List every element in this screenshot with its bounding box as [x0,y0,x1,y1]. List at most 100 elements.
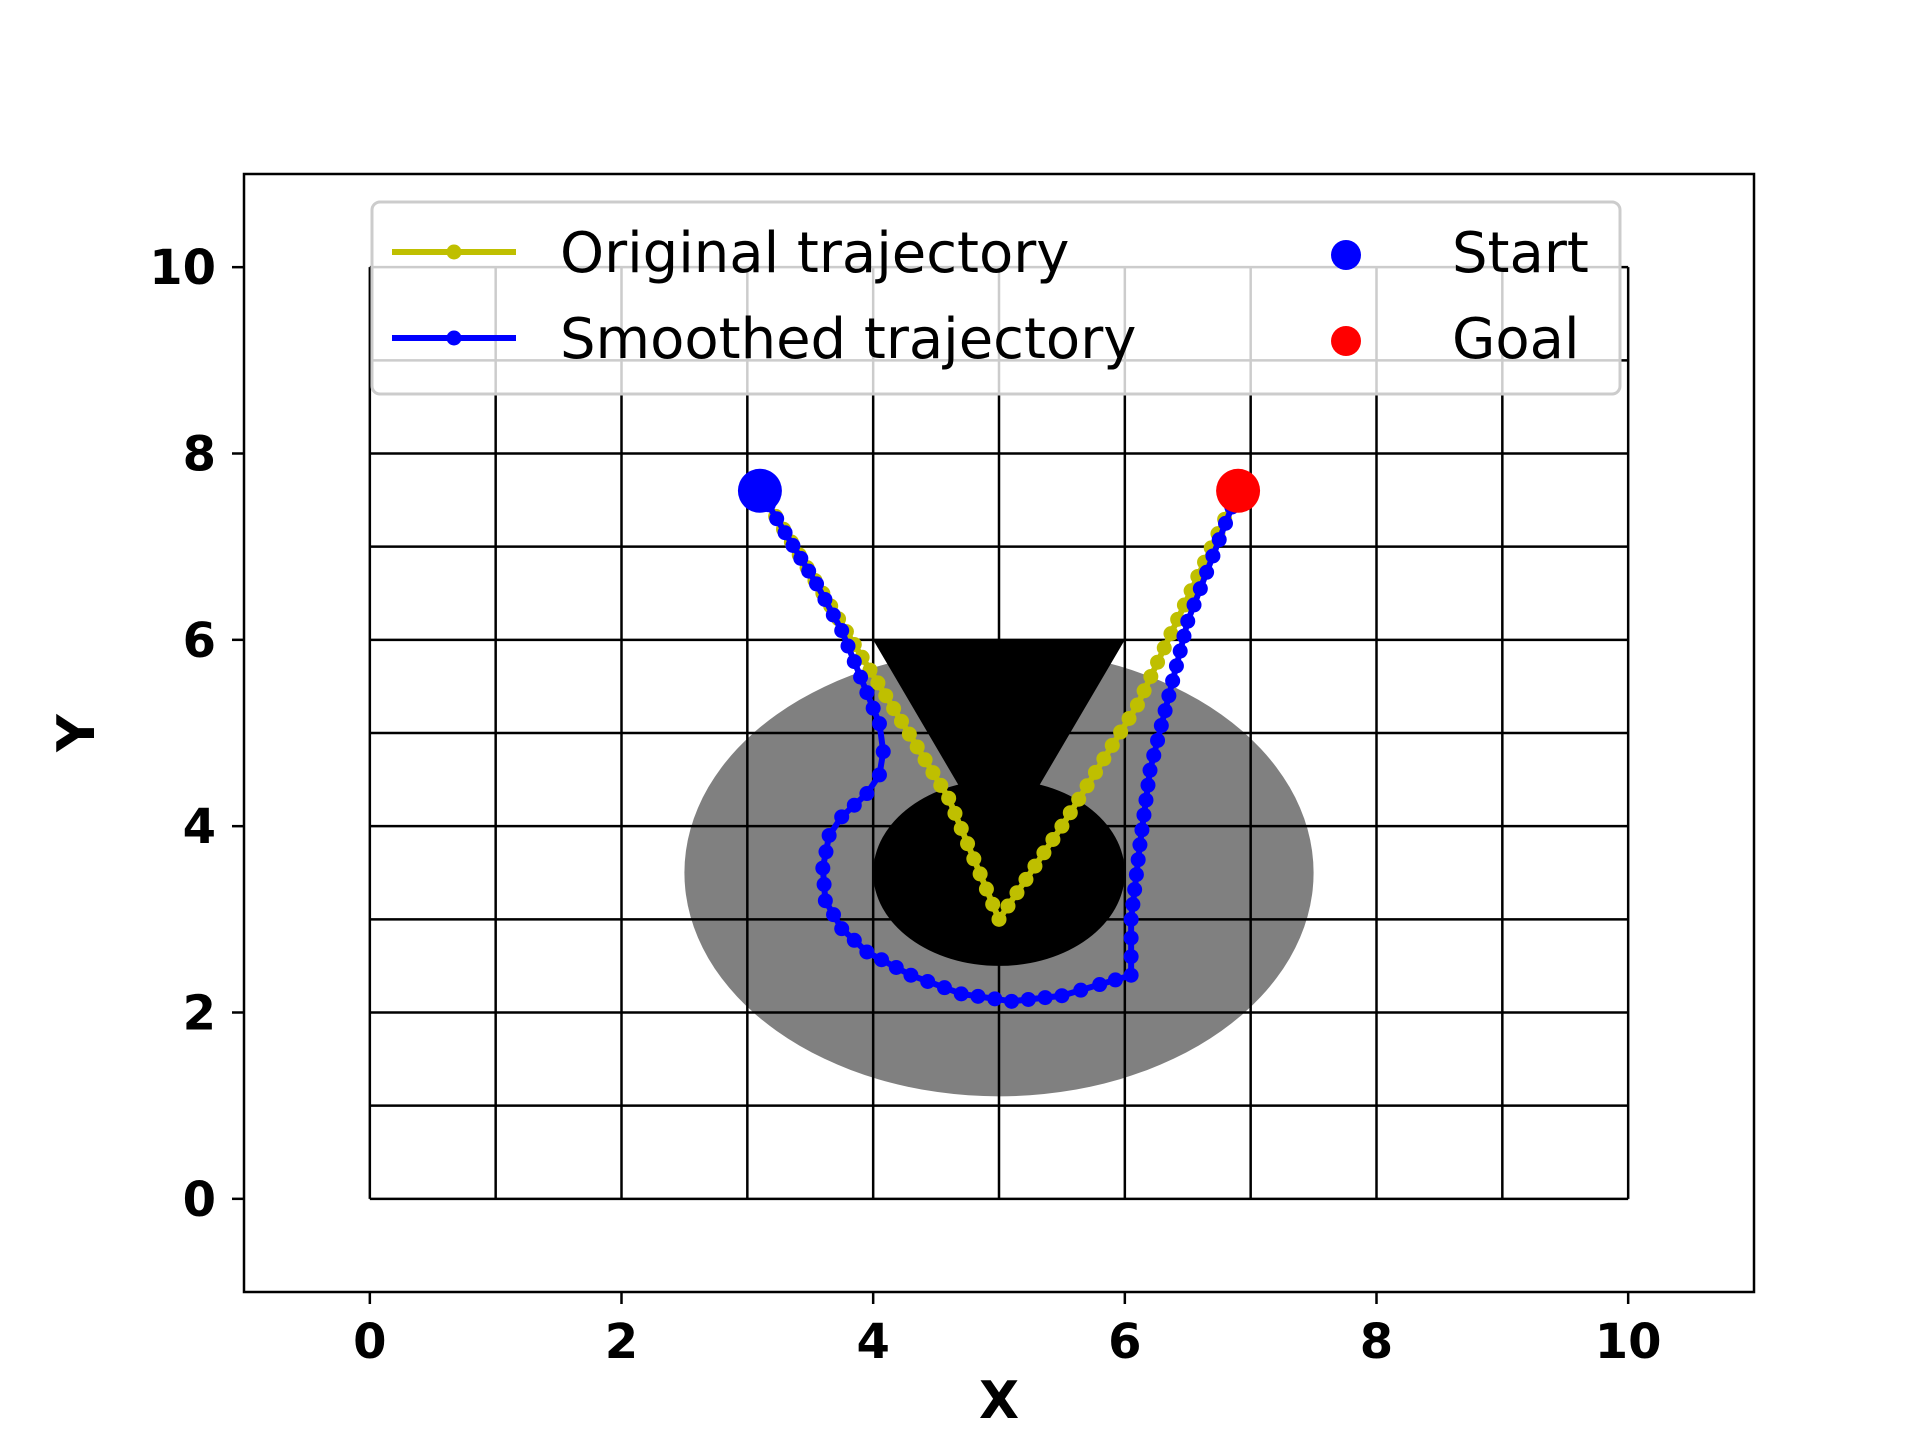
smoothed-trajectory-point-10-1 [818,844,834,860]
legend-swatch-dot-smoothed-trajectory [446,330,462,346]
x-tick-label-2: 2 [605,1314,638,1370]
y-tick-label-0: 0 [183,1172,216,1228]
smoothed-trajectory-point-1-1 [785,538,801,554]
x-tick-label-6: 6 [1108,1314,1141,1370]
x-tick-label-4: 4 [856,1314,889,1370]
smoothed-trajectory-point-23-1 [1146,747,1162,763]
original-trajectory-point-5-4 [1087,764,1103,780]
smoothed-trajectory-point-16-1 [970,988,986,1004]
smoothed-trajectory-point-0-2 [769,511,785,527]
smoothed-trajectory-point-23-3 [1153,718,1169,734]
smoothed-trajectory-point-22-1 [1134,822,1150,838]
smoothed-trajectory-point-13-1 [846,932,862,948]
smoothed-trajectory-point-25-1 [1186,597,1202,613]
original-trajectory-point-2-7 [933,777,949,793]
original-trajectory-point-2-1 [886,701,902,717]
plot-frame [242,172,1756,1294]
smoothed-trajectory-point-4-2 [865,700,881,716]
smoothed-trajectory-point-8 [859,786,875,802]
smoothed-trajectory-point-9 [834,809,850,825]
original-trajectory-point-5-7 [1113,724,1129,740]
smoothed-trajectory-point-26-2 [1218,515,1233,531]
smoothed-trajectory-point-18-1 [1073,982,1089,998]
smoothed-trajectory-point-24 [1161,688,1177,704]
original-trajectory-point-2-2 [893,713,909,729]
smoothed-trajectory-point-22-2 [1136,807,1152,823]
original-trajectory-point-1-7 [870,675,886,691]
legend-label-original-trajectory: Original trajectory [560,221,1069,286]
original-trajectory-point-5-6 [1104,737,1120,753]
smoothed-trajectory-point-23-4 [1157,703,1173,719]
smoothed-trajectory-point-21-4 [1130,852,1146,868]
start-marker [737,468,782,513]
smoothed-trajectory-point-25 [1180,613,1196,629]
endpoint-layer [737,468,1261,513]
original-trajectory-point-2 [878,688,894,704]
smoothed-trajectory-point-25-2 [1192,581,1208,597]
smoothed-trajectory-point-21-1 [1125,896,1141,912]
original-trajectory-point-3-7 [985,896,1001,912]
smoothed-trajectory-point-4 [853,669,869,685]
smoothed-trajectory-point-22-4 [1140,777,1156,793]
original-trajectory-point-6-2 [1143,668,1159,684]
smoothed-trajectory-point-17-2 [1037,990,1053,1006]
smoothed-trajectory-point-8-1 [846,797,862,813]
smoothed-trajectory-point-23 [1142,762,1158,778]
original-trajectory-point-3-5 [972,866,988,882]
smoothed-trajectory-point-11 [815,860,831,876]
original-trajectory-point-3-1 [947,805,963,821]
smoothed-trajectory-point-24-4 [1176,628,1192,644]
original-trajectory-point-5 [1054,818,1070,834]
original-trajectory-point-2-3 [901,726,917,742]
original-trajectory-point-6-5 [1163,626,1179,642]
smoothed-trajectory-point-20-1 [1123,949,1139,965]
legend-label-start: Start [1452,221,1589,286]
original-trajectory-point-3-6 [978,881,994,897]
original-trajectory-point-5-5 [1096,751,1112,767]
smoothed-trajectory-point-2-2 [825,607,841,623]
original-trajectory-point-3-4 [966,851,982,867]
smoothed-trajectory-point-22 [1132,837,1148,853]
original-trajectory-point-6 [1129,697,1145,713]
smoothed-trajectory-point-26-1 [1211,532,1227,548]
original-trajectory-point-4-6 [1045,831,1061,847]
smoothed-trajectory-point-22-3 [1138,792,1154,808]
smoothed-trajectory-point-21-2 [1127,882,1143,898]
smoothed-trajectory-point-16-2 [987,991,1003,1007]
legend: Original trajectory Smoothed trajectory St… [370,200,1622,396]
original-trajectory-point-2-5 [917,752,933,768]
smoothed-trajectory-point-12 [817,893,833,909]
original-trajectory-point-4-4 [1027,858,1043,874]
smoothed-trajectory-point-15-1 [920,973,936,989]
x-axis-label: X [979,1371,1019,1430]
smoothed-trajectory-point-20 [1123,967,1139,983]
smoothed-trajectory-point-24-1 [1165,673,1181,689]
smoothed-trajectory-point-6 [875,744,891,760]
original-trajectory-point-4-3 [1018,871,1034,887]
smoothed-trajectory-point-26 [1205,548,1221,564]
y-tick-label-4: 4 [183,799,216,855]
x-tick-label-0: 0 [353,1314,386,1370]
smoothed-trajectory-point-17-1 [1020,991,1036,1007]
smoothed-trajectory-point-1 [777,525,793,541]
smoothed-trajectory-point-14-1 [874,952,890,968]
legend-swatch-start [1331,240,1361,270]
smoothed-trajectory-point-14-2 [888,959,904,975]
original-trajectory-point-2-4 [909,739,925,755]
smoothed-trajectory-point-3 [834,623,850,639]
smoothed-trajectory-point-3-1 [840,638,856,654]
smoothed-trajectory-point-12-1 [826,907,842,923]
smoothed-trajectory-point-4-1 [859,685,875,701]
smoothed-trajectory-point-7 [871,767,887,783]
original-trajectory-point-4-1 [1000,898,1016,914]
legend-swatch-dot-original-trajectory [446,244,462,260]
original-trajectory-point-5-3 [1079,778,1095,794]
original-trajectory-point-4-2 [1009,885,1025,901]
smoothed-trajectory-point-3-2 [846,654,862,670]
x-tick-label-8: 8 [1360,1314,1393,1370]
smoothed-trajectory-point-21 [1123,911,1139,927]
original-trajectory-point-5-8 [1121,711,1137,727]
goal-marker [1216,468,1261,513]
y-axis-label: Y [47,713,107,753]
smoothed-trajectory-point-19-1 [1107,972,1123,988]
